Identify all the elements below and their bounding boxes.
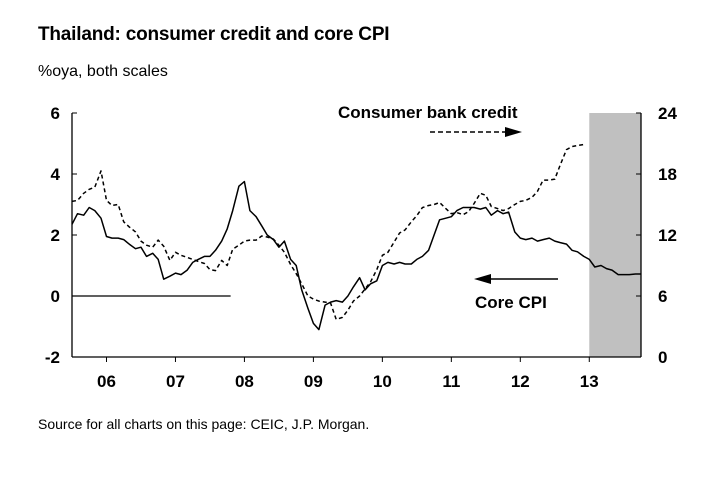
y-right-tick-label: 12	[658, 226, 677, 245]
x-tick-label: 10	[373, 372, 392, 391]
cpi-arrow-head	[474, 274, 491, 284]
y-left-tick-label: 4	[51, 165, 61, 184]
y-right-tick-label: 6	[658, 287, 667, 306]
core-cpi-label: Core CPI	[475, 293, 547, 312]
y-left-tick-label: -2	[45, 348, 60, 367]
y-left-tick-label: 2	[51, 226, 60, 245]
y-left-tick-label: 0	[51, 287, 60, 306]
x-tick-label: 06	[97, 372, 116, 391]
chart-title: Thailand: consumer credit and core CPI	[38, 24, 390, 45]
x-tick-label: 12	[511, 372, 530, 391]
y-right-tick-label: 24	[658, 104, 677, 123]
x-tick-label: 09	[304, 372, 323, 391]
x-tick-label: 13	[580, 372, 599, 391]
shaded-region	[589, 113, 641, 357]
core-cpi-line	[71, 180, 641, 331]
source-note: Source for all charts on this page: CEIC…	[38, 416, 370, 432]
x-tick-label: 11	[442, 372, 460, 391]
y-right-tick-label: 18	[658, 165, 677, 184]
x-tick-label: 08	[235, 372, 254, 391]
chart-subtitle: %oya, both scales	[38, 63, 168, 80]
credit-arrow-head	[505, 127, 522, 137]
consumer-credit-label: Consumer bank credit	[338, 103, 518, 122]
consumer-credit-line	[71, 143, 584, 321]
y-right-tick-label: 0	[658, 348, 667, 367]
x-tick-label: 07	[166, 372, 185, 391]
y-left-tick-label: 6	[51, 104, 60, 123]
